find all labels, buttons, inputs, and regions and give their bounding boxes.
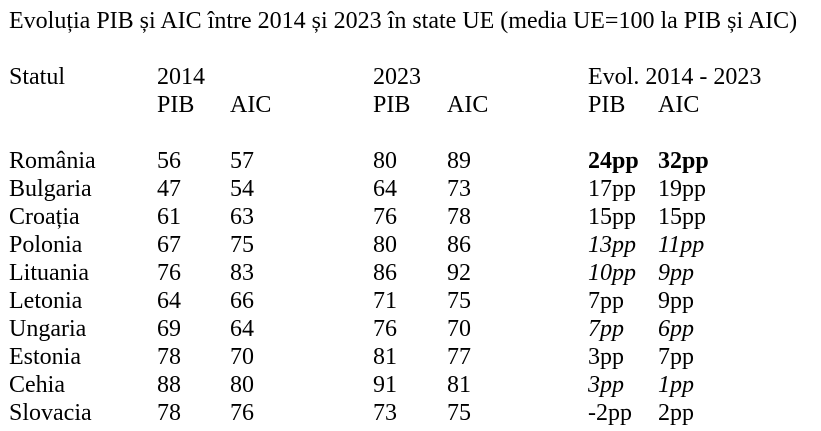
country-cell: România — [9, 148, 96, 174]
pib-2023-cell: 64 — [373, 176, 397, 202]
aic-2014-cell: 54 — [230, 176, 254, 202]
sub-header-aic-evol: AIC — [658, 92, 700, 118]
pib-2014-cell: 56 — [157, 148, 181, 174]
aic-2014-cell: 64 — [230, 316, 254, 342]
country-cell: Ungaria — [9, 316, 87, 342]
pib-2023-cell: 76 — [373, 316, 397, 342]
aic-2023-cell: 81 — [447, 372, 471, 398]
table-row-ungaria: Ungaria 69 64 76 70 7pp 6pp — [9, 315, 819, 343]
pib-2014-cell: 61 — [157, 204, 181, 230]
header-statul: Statul — [9, 64, 66, 90]
document-title: Evoluția PIB și AIC între 2014 și 2023 î… — [9, 8, 798, 34]
country-cell: Estonia — [9, 344, 81, 370]
aic-2023-cell: 73 — [447, 176, 471, 202]
evol-aic-cell: 15pp — [658, 204, 706, 230]
pib-2023-cell: 71 — [373, 288, 397, 314]
pib-2023-cell: 91 — [373, 372, 397, 398]
sub-header-pib-2023: PIB — [373, 92, 411, 118]
evol-pib-cell: 15pp — [588, 204, 636, 230]
country-cell: Letonia — [9, 288, 83, 314]
evol-pib-cell: 17pp — [588, 176, 636, 202]
aic-2023-cell: 75 — [447, 288, 471, 314]
evol-aic-cell: 9pp — [658, 260, 694, 286]
evol-aic-cell: 2pp — [658, 400, 694, 426]
pib-2014-cell: 47 — [157, 176, 181, 202]
table-row-lituania: Lituania 76 83 86 92 10pp 9pp — [9, 259, 819, 287]
evol-pib-cell: 10pp — [588, 260, 636, 286]
country-cell: Polonia — [9, 232, 83, 258]
spacer-cell — [9, 119, 819, 147]
evol-pib-cell: 7pp — [588, 288, 624, 314]
pib-2014-cell: 88 — [157, 372, 181, 398]
pib-2023-cell: 86 — [373, 260, 397, 286]
pib-2014-cell: 78 — [157, 400, 181, 426]
country-cell: Slovacia — [9, 400, 92, 426]
sub-header-empty — [9, 91, 157, 119]
evol-pib-cell: -2pp — [588, 400, 632, 426]
evol-aic-cell: 7pp — [658, 344, 694, 370]
country-cell: Bulgaria — [9, 176, 92, 202]
sub-header-aic-2014: AIC — [230, 92, 272, 118]
sub-header-pib-evol: PIB — [588, 92, 626, 118]
table-row-slovacia: Slovacia 78 76 73 75 -2pp 2pp — [9, 399, 819, 427]
evol-aic-cell: 32pp — [658, 148, 709, 174]
aic-2014-cell: 83 — [230, 260, 254, 286]
evol-aic-cell: 11pp — [658, 232, 705, 258]
country-cell: Lituania — [9, 260, 89, 286]
table-row-letonia: Letonia 64 66 71 75 7pp 9pp — [9, 287, 819, 315]
aic-2014-cell: 80 — [230, 372, 254, 398]
pib-2014-cell: 69 — [157, 316, 181, 342]
aic-2014-cell: 70 — [230, 344, 254, 370]
country-cell: Cehia — [9, 372, 65, 398]
pib-2023-cell: 80 — [373, 232, 397, 258]
evol-pib-cell: 13pp — [588, 232, 636, 258]
pib-2023-cell: 81 — [373, 344, 397, 370]
pib-2023-cell: 76 — [373, 204, 397, 230]
aic-2014-cell: 76 — [230, 400, 254, 426]
sub-header-row: PIB AIC PIB AIC PIB AIC — [9, 91, 819, 119]
table-row-romania: România 56 57 80 89 24pp 32pp — [9, 147, 819, 175]
evol-aic-cell: 19pp — [658, 176, 706, 202]
table-row-polonia: Polonia 67 75 80 86 13pp 11pp — [9, 231, 819, 259]
sub-header-aic-2023: AIC — [447, 92, 489, 118]
aic-2023-cell: 77 — [447, 344, 471, 370]
aic-2023-cell: 89 — [447, 148, 471, 174]
evol-aic-cell: 6pp — [658, 316, 694, 342]
pib-2014-cell: 78 — [157, 344, 181, 370]
table-row-bulgaria: Bulgaria 47 54 64 73 17pp 19pp — [9, 175, 819, 203]
aic-2023-cell: 75 — [447, 400, 471, 426]
evol-pib-cell: 3pp — [588, 372, 624, 398]
pib-2023-cell: 73 — [373, 400, 397, 426]
evol-pib-cell: 3pp — [588, 344, 624, 370]
sub-header-pib-2014: PIB — [157, 92, 195, 118]
aic-2014-cell: 63 — [230, 204, 254, 230]
header-2023: 2023 — [373, 64, 421, 90]
header-2014: 2014 — [157, 64, 205, 90]
aic-2014-cell: 57 — [230, 148, 254, 174]
pib-aic-table: Statul 2014 2023 Evol. 2014 - 2023 PIB A… — [9, 63, 819, 427]
pib-2014-cell: 64 — [157, 288, 181, 314]
group-header-row: Statul 2014 2023 Evol. 2014 - 2023 — [9, 63, 819, 91]
pib-2014-cell: 76 — [157, 260, 181, 286]
evol-pib-cell: 24pp — [588, 148, 639, 174]
aic-2014-cell: 75 — [230, 232, 254, 258]
pib-2023-cell: 80 — [373, 148, 397, 174]
country-cell: Croația — [9, 204, 80, 230]
evol-pib-cell: 7pp — [588, 316, 624, 342]
aic-2023-cell: 86 — [447, 232, 471, 258]
pib-2014-cell: 67 — [157, 232, 181, 258]
evol-aic-cell: 9pp — [658, 288, 694, 314]
table-row-cehia: Cehia 88 80 91 81 3pp 1pp — [9, 371, 819, 399]
aic-2023-cell: 70 — [447, 316, 471, 342]
aic-2014-cell: 66 — [230, 288, 254, 314]
header-evol: Evol. 2014 - 2023 — [588, 64, 762, 90]
table-row-croatia: Croația 61 63 76 78 15pp 15pp — [9, 203, 819, 231]
table-row-estonia: Estonia 78 70 81 77 3pp 7pp — [9, 343, 819, 371]
spacer-row — [9, 119, 819, 147]
aic-2023-cell: 92 — [447, 260, 471, 286]
aic-2023-cell: 78 — [447, 204, 471, 230]
evol-aic-cell: 1pp — [658, 372, 694, 398]
